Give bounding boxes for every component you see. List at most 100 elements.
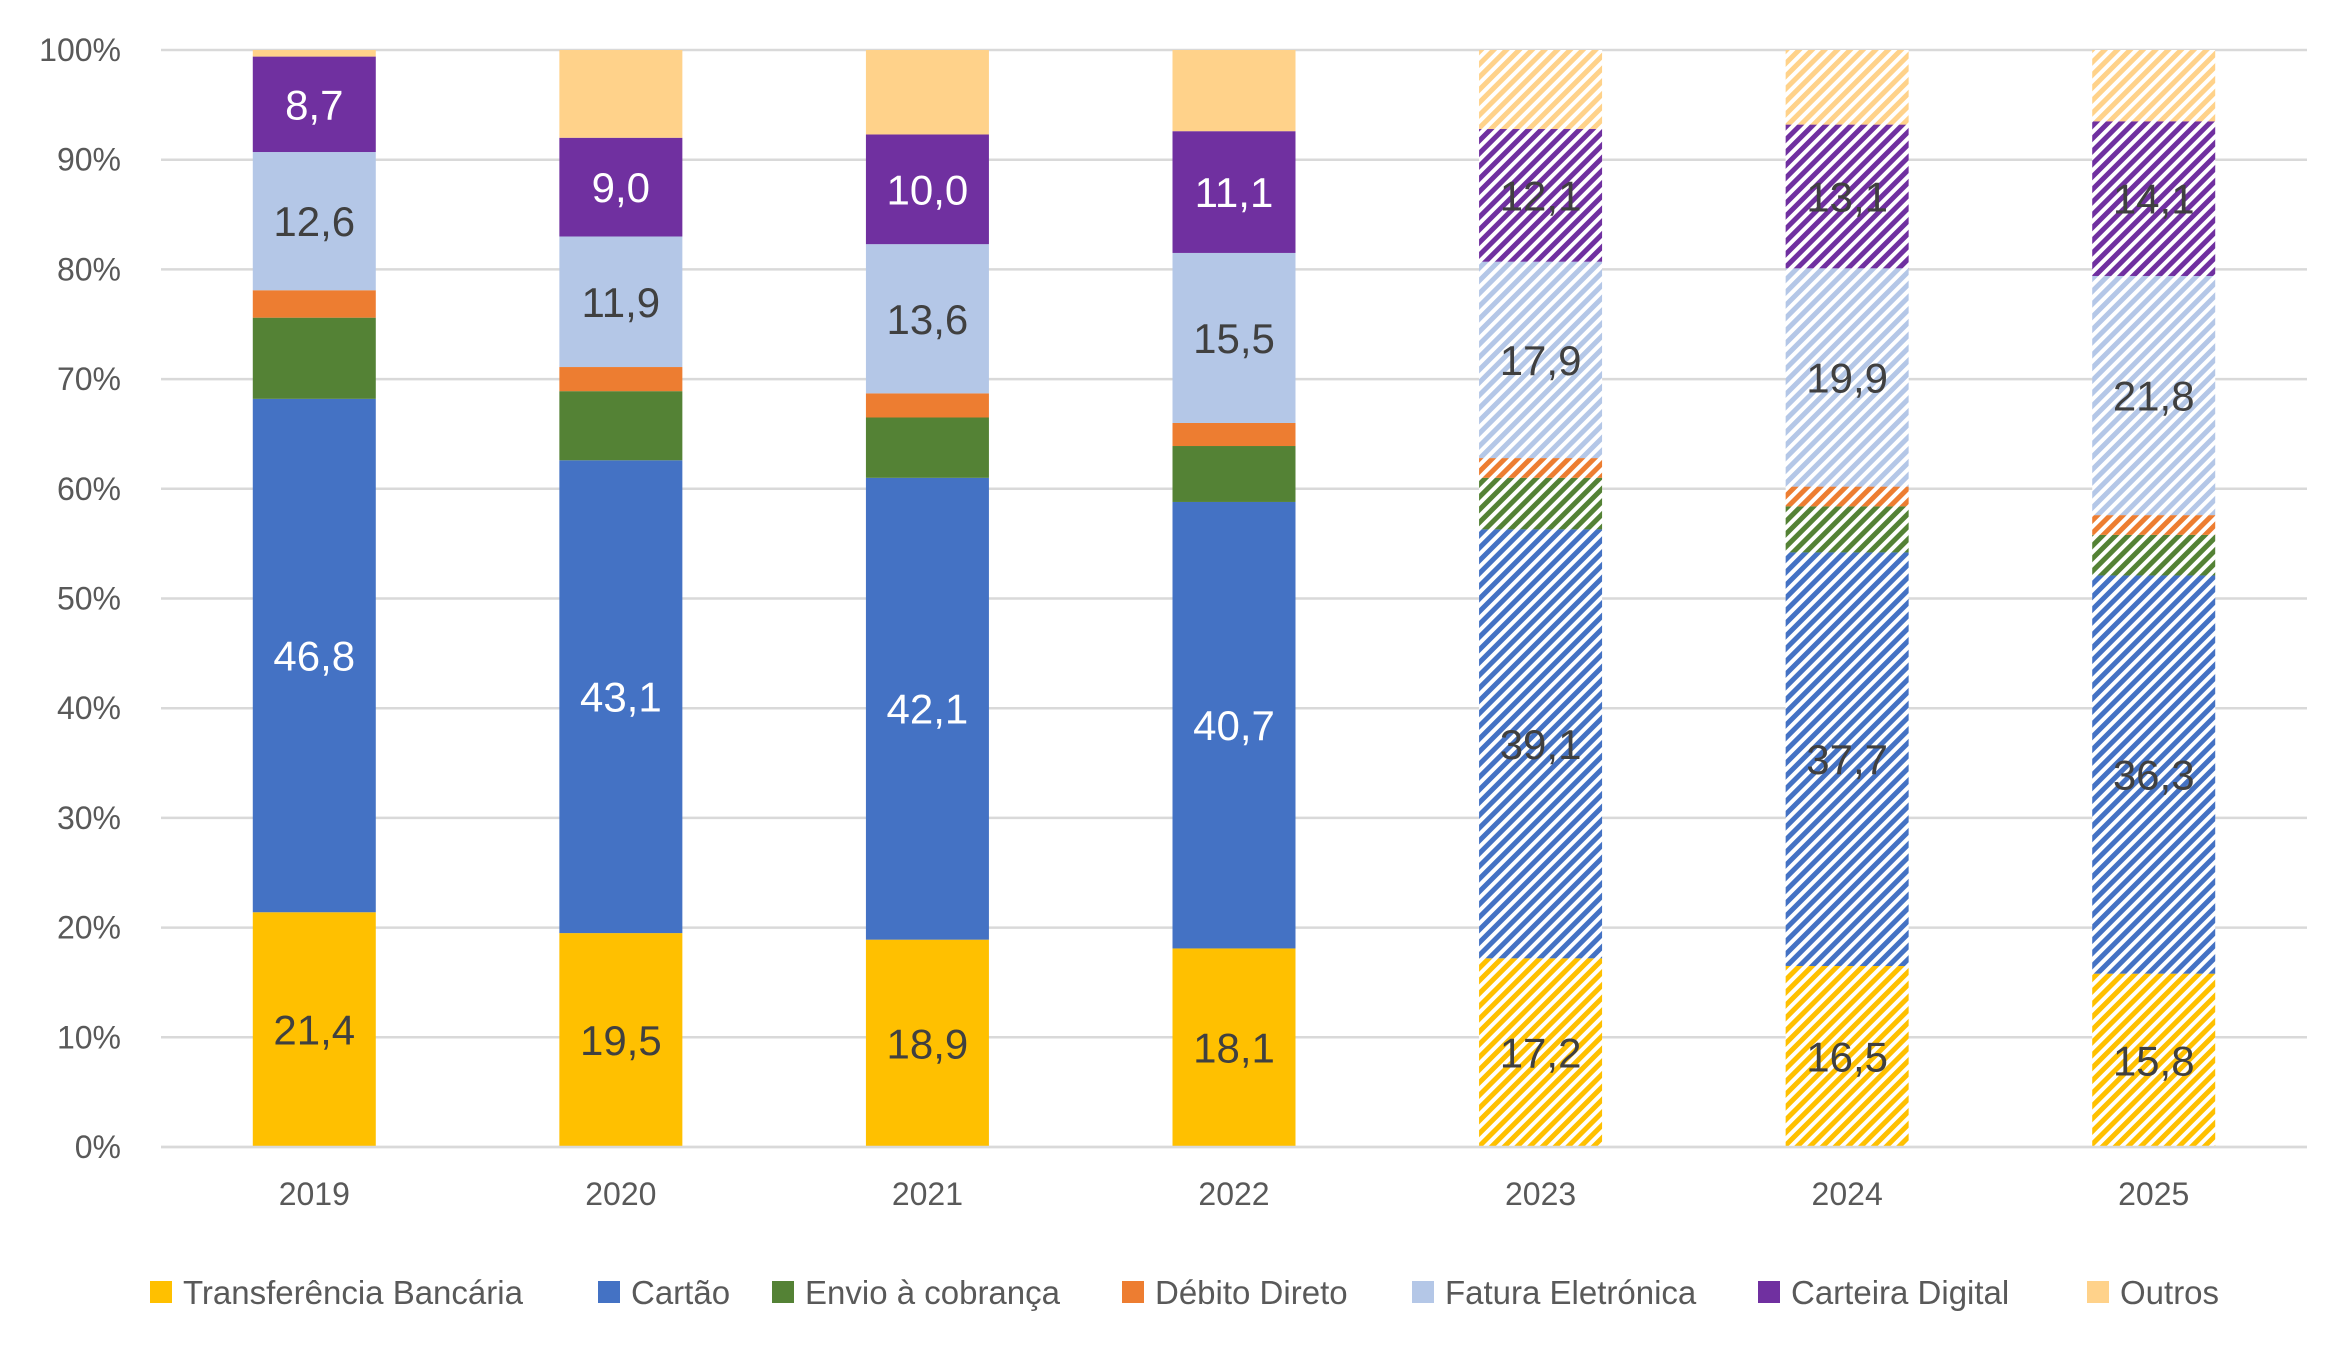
bar-segment <box>2092 275 2216 516</box>
legend-label: Transferência Bancária <box>183 1274 524 1311</box>
y-tick-label: 80% <box>57 251 121 287</box>
bar-segment <box>252 152 376 291</box>
data-label: 43,1 <box>580 674 662 721</box>
x-tick-label: 2021 <box>892 1176 963 1212</box>
bar-segment <box>1172 446 1296 502</box>
data-label: 10,0 <box>887 166 969 213</box>
bar-segment <box>1172 252 1296 423</box>
bar-segment <box>2092 534 2216 576</box>
data-label: 40,7 <box>1193 702 1275 749</box>
y-tick-label: 30% <box>57 800 121 836</box>
bar-segment <box>2092 121 2216 276</box>
bar-segment <box>1785 486 1909 507</box>
bar-segment <box>1785 965 1909 1147</box>
data-label: 15,5 <box>1193 315 1275 362</box>
legend-swatch <box>150 1281 172 1303</box>
data-label: 37,7 <box>1806 736 1888 783</box>
bar-segment <box>1785 506 1909 553</box>
y-tick-label: 100% <box>39 32 121 68</box>
y-tick-label: 10% <box>57 1019 121 1055</box>
bar-segment <box>1479 529 1603 959</box>
bar-segment <box>1479 261 1603 459</box>
bar-segment <box>252 398 376 913</box>
x-tick-label: 2025 <box>2118 1176 2189 1212</box>
data-label: 13,1 <box>1806 173 1888 220</box>
bar-segment <box>1172 50 1296 132</box>
x-axis: 2019 2020 2021 2022 2023 2024 2025 <box>161 1145 2307 1212</box>
bars: 21,4 46,8 12,6 8,7 19,5 43,1 11,9 9,0 18,9 42,1 13… <box>252 50 2216 1147</box>
legend-swatch <box>1412 1281 1434 1303</box>
bar-segment <box>559 460 683 934</box>
y-tick-label: 70% <box>57 361 121 397</box>
data-label: 19,5 <box>580 1017 662 1064</box>
bar-segment <box>559 236 683 368</box>
data-label: 12,6 <box>273 198 355 245</box>
data-label: 11,9 <box>582 279 661 326</box>
bar-segment <box>1479 128 1603 262</box>
x-tick-label: 2023 <box>1505 1176 1576 1212</box>
y-axis: 0% 10% 20% 30% 40% 50% 60% 70% 80% 90% 100% <box>39 32 121 1165</box>
bar-segment <box>252 50 376 57</box>
bar-segment <box>1785 552 1909 966</box>
bar-segment <box>865 417 989 478</box>
bar-segment <box>252 290 376 318</box>
y-tick-label: 0% <box>75 1129 121 1165</box>
bar-segment <box>559 137 683 237</box>
data-label: 42,1 <box>887 686 969 733</box>
bar-segment <box>865 134 989 245</box>
legend-label: Envio à cobrança <box>805 1274 1061 1311</box>
data-label: 11,1 <box>1195 169 1274 216</box>
bar-segment <box>1479 958 1603 1147</box>
x-tick-label: 2020 <box>585 1176 656 1212</box>
data-label: 17,2 <box>1500 1030 1582 1077</box>
bar-segment <box>1785 268 1909 487</box>
data-label: 19,9 <box>1806 354 1888 401</box>
y-tick-label: 90% <box>57 142 121 178</box>
bar-segment <box>252 317 376 399</box>
bar-segment <box>1785 124 1909 269</box>
data-label: 17,9 <box>1500 337 1582 384</box>
bar-segment <box>1172 422 1296 447</box>
bar-segment <box>1479 458 1603 478</box>
bar-segment <box>1479 477 1603 530</box>
data-label: 8,7 <box>285 81 343 128</box>
bar-segment <box>2092 50 2216 122</box>
y-tick-label: 50% <box>57 581 121 617</box>
bar-segment <box>865 393 989 418</box>
bar-segment <box>865 477 989 940</box>
y-tick-label: 20% <box>57 910 121 946</box>
data-label: 15,8 <box>2113 1037 2195 1084</box>
legend-swatch <box>772 1281 794 1303</box>
x-tick-label: 2024 <box>1812 1176 1883 1212</box>
data-label: 18,9 <box>887 1020 969 1067</box>
data-label: 21,8 <box>2113 373 2195 420</box>
bar-segment <box>865 244 989 394</box>
data-label: 21,4 <box>273 1007 355 1054</box>
legend-label: Fatura Eletrónica <box>1445 1274 1697 1311</box>
bar-segment <box>252 56 376 153</box>
bar-segment <box>865 50 989 135</box>
bar-segment <box>1172 131 1296 253</box>
bar-segment <box>252 912 376 1147</box>
data-label: 16,5 <box>1806 1033 1888 1080</box>
data-label: 12,1 <box>1500 172 1582 219</box>
legend-label: Carteira Digital <box>1791 1274 2009 1311</box>
legend-swatch <box>2087 1281 2109 1303</box>
legend-swatch <box>1758 1281 1780 1303</box>
bar-segment <box>559 367 683 392</box>
data-label: 46,8 <box>273 633 355 680</box>
legend-label: Cartão <box>631 1274 730 1311</box>
bar-segment <box>2092 575 2216 974</box>
bar-segment <box>2092 515 2216 535</box>
bar-segment <box>1172 501 1296 949</box>
bar-segment <box>559 391 683 461</box>
bar-segment <box>1479 50 1603 129</box>
bar-segment <box>1172 948 1296 1147</box>
y-tick-label: 60% <box>57 471 121 507</box>
x-tick-label: 2019 <box>279 1176 350 1212</box>
bar-segment <box>559 50 683 138</box>
x-tick-label: 2022 <box>1198 1176 1269 1212</box>
bar-segment <box>1785 50 1909 125</box>
bar-segment <box>2092 973 2216 1147</box>
data-label: 39,1 <box>1500 721 1582 768</box>
